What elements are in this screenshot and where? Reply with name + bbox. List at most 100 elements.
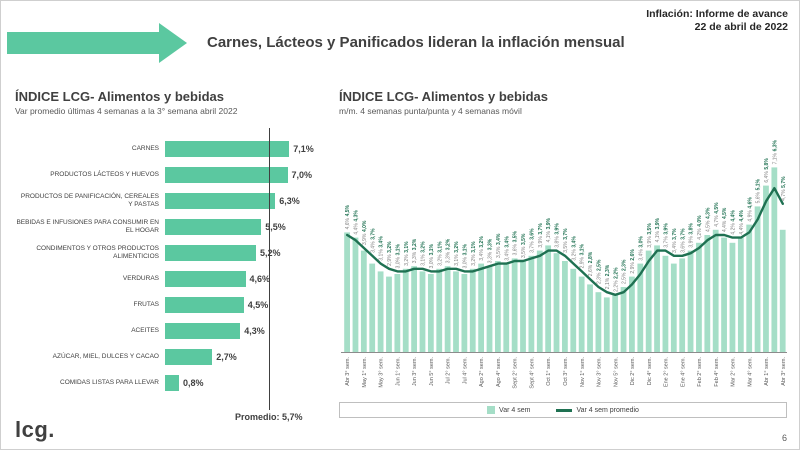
x-tick-label: Oct 3° sem. [563, 357, 569, 386]
average-line [268, 128, 270, 410]
weekly-bar [737, 237, 744, 352]
weekly-bar [528, 255, 535, 352]
bar-value-label: 3,2% [571, 249, 577, 261]
bar [165, 349, 213, 365]
line-value-label: 3,4% [504, 236, 510, 248]
line-value-label: 3,1% [580, 243, 586, 255]
bar-value-label: 5,5% [265, 222, 286, 232]
report-info: Inflación: Informe de avance 22 de abril… [646, 8, 788, 33]
average-label: Promedio: 5,7% [234, 412, 303, 422]
right-chart-title: ÍNDICE LCG- Alimentos y bebidas [339, 89, 548, 104]
weekly-bar [553, 253, 560, 352]
bar-value-label: 3,2% [404, 254, 410, 266]
bar-value-label: 3,2% [471, 254, 477, 266]
bar [165, 167, 288, 183]
bar-value-label: 4,4% [739, 223, 745, 235]
weekly-bar [696, 242, 702, 352]
weekly-bar [503, 263, 510, 352]
weekly-bar [461, 274, 468, 352]
bar-value-label: 2,6% [588, 264, 594, 276]
weekly-bar [595, 292, 602, 352]
bar-value-label: 4,7% [714, 215, 720, 227]
line-value-label: 3,1% [462, 243, 468, 255]
x-tick-label: Dic 4° sem. [647, 357, 653, 386]
weekly-bar [386, 276, 392, 352]
line-value-label: 2,5% [597, 259, 603, 271]
weekly-bar [494, 261, 501, 352]
bar-value-label: 3,8% [555, 236, 561, 248]
line-value-label: 3,9% [655, 217, 661, 229]
line-value-label: 3,8% [689, 223, 695, 235]
right-chart-subtitle: m/m. 4 semanas punta/punta y 4 semanas m… [339, 106, 522, 116]
legend-line-label: Var 4 sem promedio [576, 406, 639, 414]
bar [165, 245, 256, 261]
x-tick-label: Ene 2° sem. [664, 357, 670, 387]
x-tick-label: Abr 1° sem. [764, 357, 770, 386]
line-value-label: 4,4% [739, 210, 745, 222]
x-tick-label: Mar 2° sem. [731, 357, 737, 387]
bar-value-label: 3,0% [462, 256, 468, 268]
x-tick-label: Feb 2° sem. [697, 357, 703, 387]
weekly-bar [469, 268, 476, 352]
report-date: 22 de abril de 2022 [694, 21, 788, 33]
bar-value-label: 3,2% [437, 254, 443, 266]
weekly-bar [620, 287, 627, 352]
weekly-bar [394, 274, 401, 352]
left-chart-subtitle: Var promedio últimas 4 semanas a la 3° s… [15, 106, 238, 116]
line-value-label: 3,4% [571, 236, 577, 248]
bar-value-label: 2,7% [216, 352, 237, 362]
line-value-label: 3,1% [429, 243, 435, 255]
bar [165, 141, 290, 157]
moving-average-line [345, 187, 784, 297]
line-value-label: 4,5% [714, 202, 720, 214]
left-bar-row: PRODUCTOS DE PANIFICACIÓN, CEREALES Y PA… [15, 188, 335, 214]
line-value-label: 4,6% [747, 197, 753, 209]
line-value-label: 3,3% [488, 238, 494, 250]
weekly-bar [662, 255, 669, 352]
weekly-bar [670, 263, 677, 352]
left-bar-row: FRUTAS 4,5% [15, 292, 335, 318]
weekly-bar [352, 237, 359, 352]
bar-value-label: 3,7% [529, 241, 535, 253]
weekly-bar [603, 297, 610, 352]
line-value-label: 3,7% [370, 228, 376, 240]
x-tick-label: Jul 2° sem. [446, 357, 452, 385]
left-bar-row: CONDIMENTOS Y OTROS PRODUCTOS ALIMENTICI… [15, 240, 335, 266]
bar-value-label: 2,2% [613, 280, 619, 292]
legend-bar-swatch-icon [487, 406, 496, 414]
left-bar-row: CARNES 7,1% [15, 136, 335, 162]
bar-value-label: 3,9% [538, 236, 544, 248]
bar-value-label: 3,4% [638, 249, 644, 261]
weekly-bar [427, 274, 434, 352]
weekly-bar [721, 237, 727, 352]
bar-value-label: 3,5% [521, 246, 527, 258]
line-value-label: 4,5% [345, 204, 351, 216]
line-value-label: 3,4% [379, 236, 385, 248]
bar-value-label: 2,3% [597, 272, 603, 284]
category-label: BEBIDAS E INFUSIONES PARA CONSUMIR EN EL… [16, 219, 159, 234]
right-chart-panel: ÍNDICE LCG- Alimentos y bebidas m/m. 4 s… [339, 89, 793, 418]
legend-item-bars: Var 4 sem [487, 406, 530, 414]
weekly-bar [545, 245, 552, 352]
weekly-bar [687, 250, 694, 352]
bar-value-label: 4,6% [345, 217, 351, 229]
bar-value-label: 5,6% [756, 191, 762, 203]
x-tick-label: Mar 4° sem. [747, 357, 753, 387]
weekly-bar [645, 250, 652, 352]
legend-line-swatch-icon [556, 408, 573, 412]
x-tick-label: Ago 4° sem. [496, 357, 502, 387]
weekly-bar [444, 266, 451, 352]
bar-value-label: 4,6% [249, 274, 271, 284]
line-value-label: 3,7% [563, 228, 569, 240]
x-tick-label: Oct 1° sem. [546, 357, 552, 386]
bar-value-label: 4,3% [244, 326, 265, 336]
x-tick-label: Abr 3° sem. [345, 357, 351, 386]
weekly-bar [771, 167, 778, 352]
bar-value-label: 3,1% [421, 254, 427, 266]
bar [165, 297, 244, 313]
bar-value-label: 3,6% [680, 241, 686, 253]
category-label: CONDIMENTOS Y OTROS PRODUCTOS ALIMENTICI… [36, 245, 159, 260]
line-value-label: 3,9% [664, 223, 670, 235]
line-value-label: 3,1% [404, 241, 410, 253]
